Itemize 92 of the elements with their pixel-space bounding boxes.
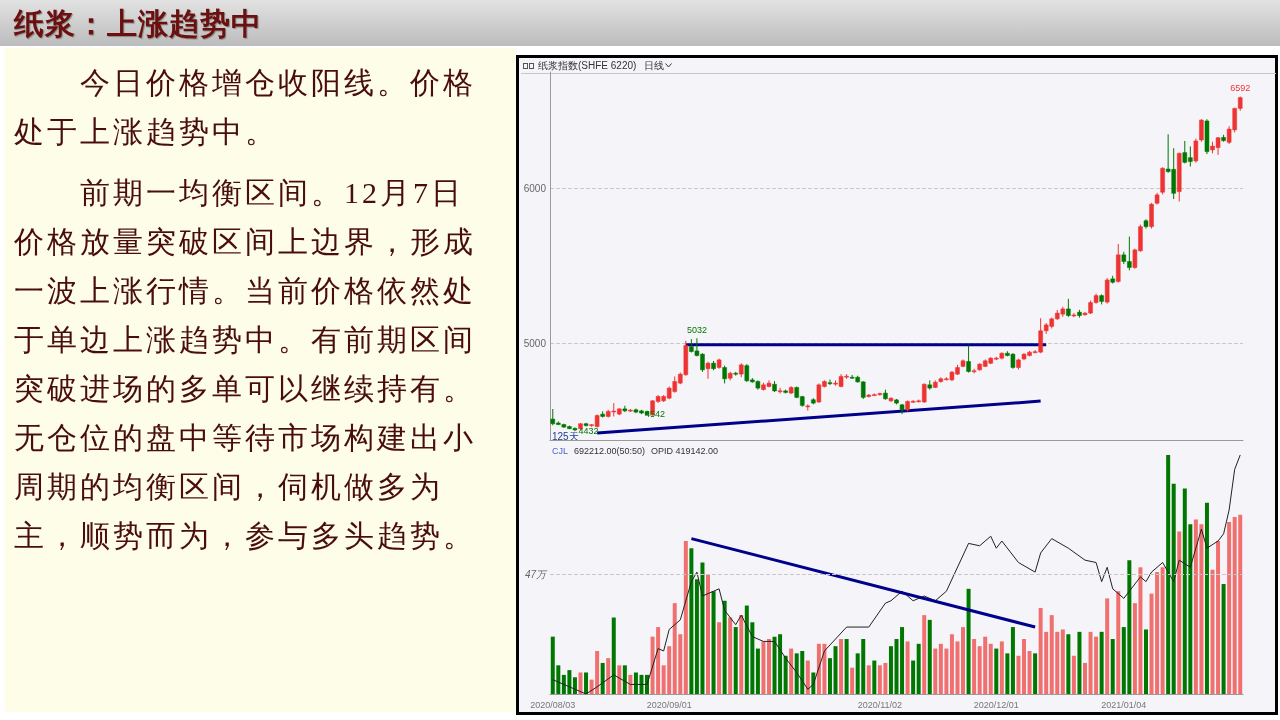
bar	[1060, 629, 1065, 694]
bar	[733, 627, 738, 694]
bar	[888, 646, 893, 694]
bar	[606, 658, 611, 694]
ref-line-label: 47万	[524, 568, 548, 580]
bar	[833, 646, 838, 694]
bar	[706, 574, 710, 694]
bar	[789, 648, 794, 694]
y-tick-label: 6000	[523, 182, 547, 194]
bar	[1022, 639, 1027, 694]
annotation: 5032	[686, 325, 707, 336]
bar	[761, 641, 766, 694]
bar	[1166, 454, 1171, 694]
x-tick-label: 2020/11/02	[857, 699, 903, 710]
bar	[600, 662, 605, 694]
bar	[961, 627, 966, 694]
bar	[628, 674, 633, 694]
bar	[717, 622, 722, 694]
bar	[972, 639, 977, 694]
bar	[994, 648, 999, 694]
bar	[1110, 639, 1115, 694]
bar	[728, 617, 733, 694]
annotation: CJL	[552, 446, 569, 456]
bar	[584, 672, 589, 694]
bar	[1105, 598, 1110, 694]
bar	[827, 658, 832, 694]
bar	[689, 548, 694, 694]
x-tick-label: 2020/09/01	[646, 699, 692, 710]
bar	[911, 660, 916, 694]
candlestick	[777, 387, 783, 395]
bar	[1177, 531, 1182, 694]
annotation: 692212.00(50:50)	[574, 446, 646, 456]
candlestick	[966, 344, 971, 374]
candlestick	[1149, 202, 1154, 229]
bar	[1033, 653, 1038, 694]
bar	[1204, 502, 1209, 694]
bar	[739, 615, 744, 694]
bar	[1143, 629, 1148, 694]
bar	[1227, 521, 1232, 694]
bar	[1016, 655, 1021, 694]
bar	[866, 665, 871, 694]
bar	[1071, 655, 1076, 694]
text: 今日价格增仓收阳线。价格处于上涨趋势中。	[14, 65, 477, 150]
bar	[722, 600, 727, 694]
annotation: 4432	[578, 426, 599, 437]
candlestick	[705, 361, 711, 380]
bar	[905, 641, 910, 694]
chart-title: 纸浆指数(SHFE 6220)	[538, 58, 637, 73]
bar	[578, 672, 583, 694]
bar	[916, 643, 921, 694]
text: 纸浆：上涨趋势中	[14, 6, 262, 42]
bar	[999, 641, 1004, 694]
bar	[933, 648, 938, 694]
bar	[1171, 483, 1176, 694]
bar	[839, 639, 844, 694]
bar	[805, 660, 810, 694]
text: 前期一均衡区间。12月7日价格放量突破区间上边界，形成一波上涨行情。当前价格依然处于单边上涨趋势中。有前期区间突破进场的多单可以继续持有。无仓位的盘中等待市场构建出小周期的均衡区间，伺机做多为主，顺势而为，参与多头趋势。	[14, 175, 477, 554]
bar	[755, 648, 760, 694]
bar	[1027, 650, 1032, 694]
bar	[622, 665, 627, 694]
bar	[927, 619, 932, 694]
bar	[1116, 591, 1121, 694]
bar	[850, 667, 855, 694]
x-tick-label: 2020/08/03	[530, 699, 576, 710]
bar	[1099, 631, 1104, 694]
bar	[711, 591, 716, 694]
bar	[844, 639, 849, 694]
x-tick-label: 2021/01/04	[1101, 699, 1147, 710]
bar	[611, 617, 616, 694]
bar	[766, 639, 771, 694]
bar	[1221, 584, 1226, 694]
text: 日线	[644, 58, 665, 73]
annotation: OPID 419142.00	[651, 446, 719, 456]
bar	[1005, 653, 1010, 694]
bar	[1066, 634, 1071, 694]
candlestick	[827, 379, 833, 386]
bar	[922, 615, 927, 694]
candlestick	[1104, 277, 1110, 305]
bar	[872, 660, 877, 694]
bar	[683, 541, 688, 694]
y-tick-label: 5000	[523, 337, 547, 349]
annotation: 6592	[1230, 83, 1251, 94]
x-tick-label: 2020/12/01	[973, 699, 1019, 710]
bar	[966, 588, 971, 694]
bar	[988, 643, 993, 694]
bar	[1010, 627, 1015, 694]
bar	[617, 665, 622, 694]
bar	[1077, 631, 1082, 694]
bar	[783, 655, 788, 694]
bar	[1160, 567, 1165, 694]
bar	[1083, 662, 1087, 694]
bar	[572, 677, 577, 694]
